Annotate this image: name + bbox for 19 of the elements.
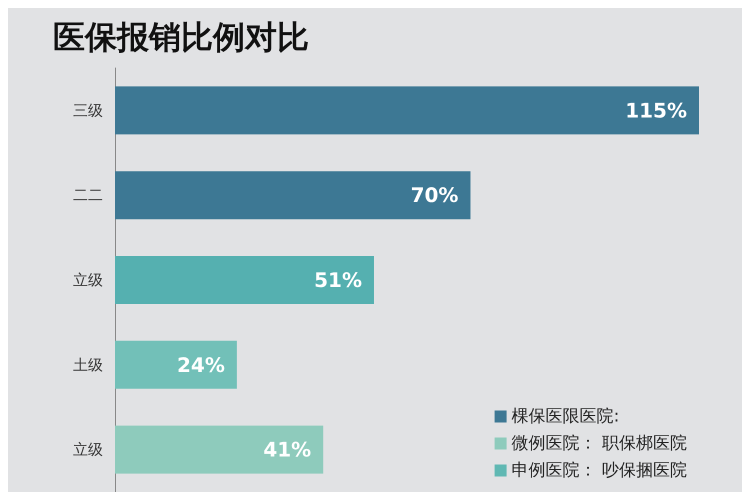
y-tick-label: 立级 bbox=[73, 271, 103, 289]
data-label: 70% bbox=[410, 183, 458, 208]
y-tick-label: 二二 bbox=[73, 186, 103, 204]
data-label: 41% bbox=[263, 438, 312, 462]
bar bbox=[115, 86, 699, 134]
y-tick-label: 土级 bbox=[73, 356, 103, 374]
chart-title: 医保报销比例对比 bbox=[53, 18, 309, 56]
bar bbox=[115, 256, 374, 304]
y-tick-label: 立级 bbox=[73, 440, 103, 459]
y-tick-label: 三级 bbox=[73, 101, 103, 120]
legend-label: 申例医院： 吵保捆医院 bbox=[512, 460, 687, 480]
data-label: 51% bbox=[314, 268, 362, 292]
data-label: 24% bbox=[177, 352, 225, 377]
bar bbox=[115, 171, 470, 220]
data-label: 115% bbox=[625, 98, 687, 122]
bar bbox=[115, 426, 324, 474]
legend-label: 微例医院： 职保梆医院 bbox=[512, 434, 687, 454]
bar bbox=[115, 340, 237, 389]
legend-label: 棵保医限医院: bbox=[512, 406, 620, 426]
